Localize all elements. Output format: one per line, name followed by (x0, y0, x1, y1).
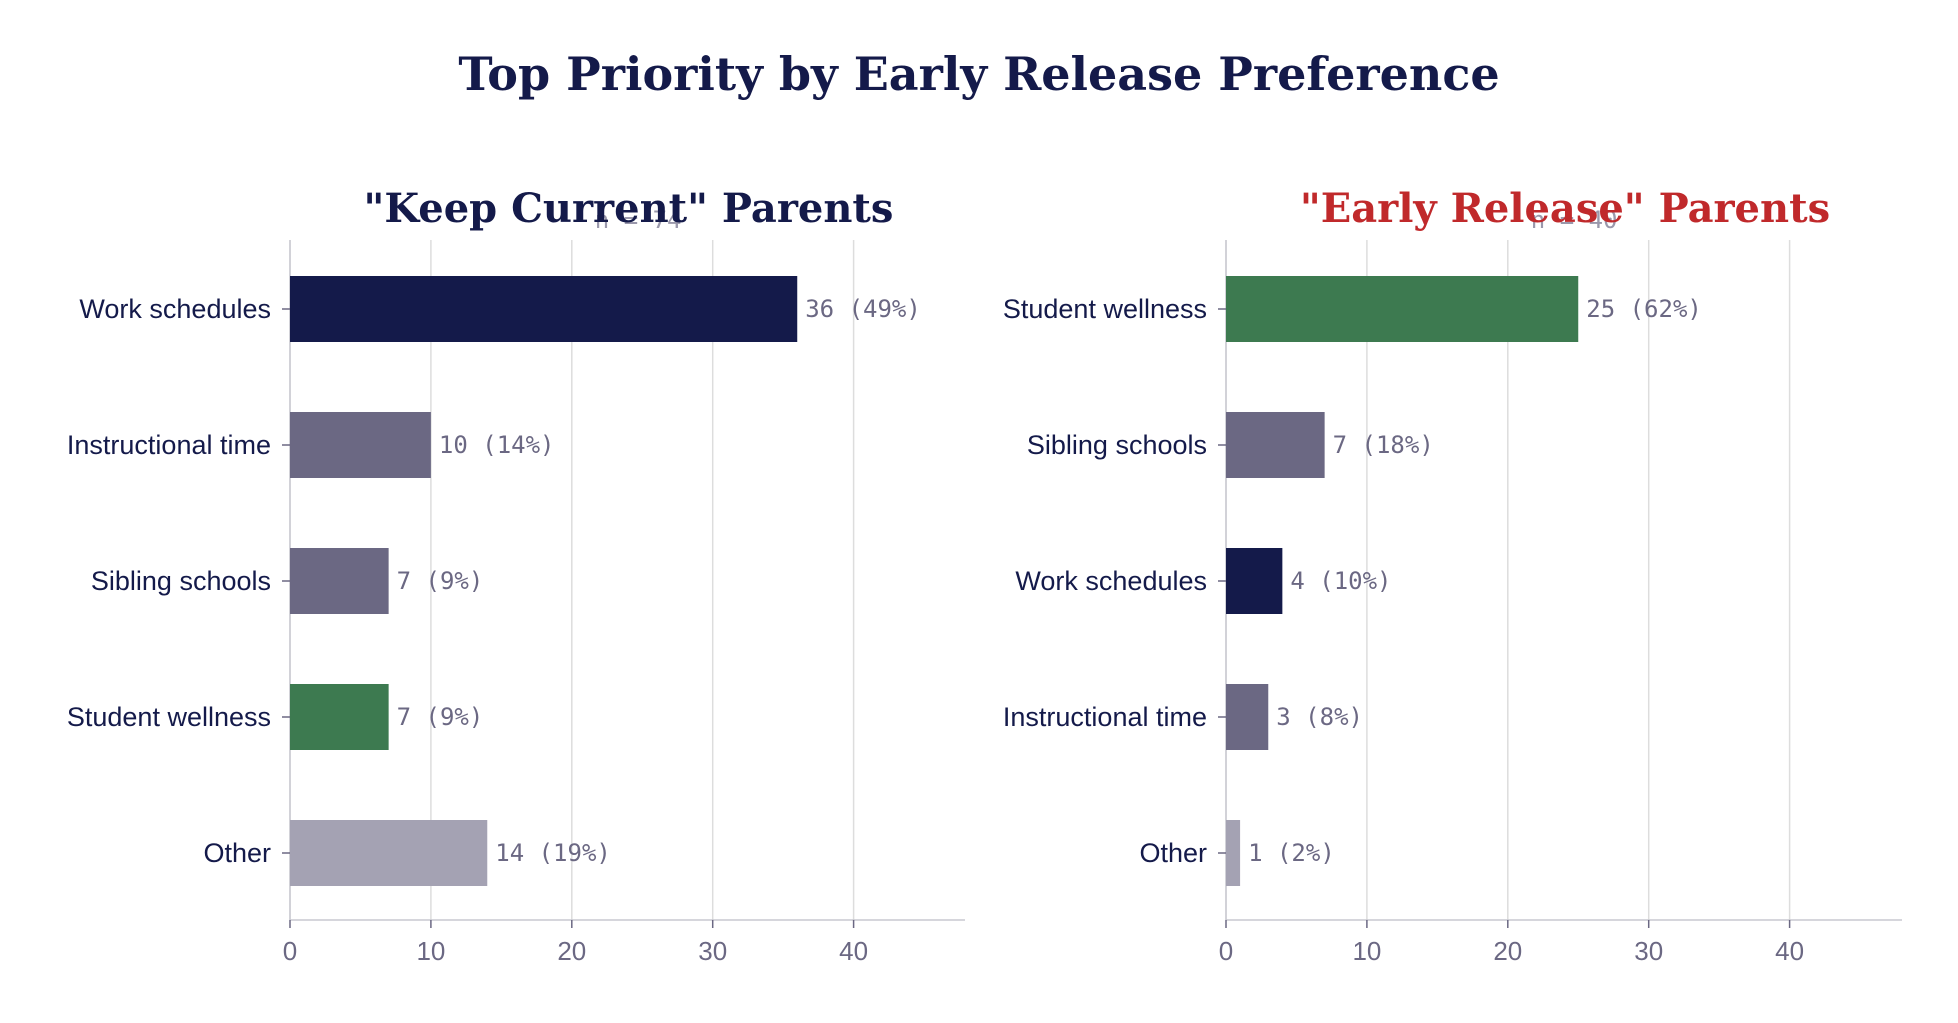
x-tick-label: 40 (839, 936, 868, 966)
x-tick-label: 40 (1775, 936, 1804, 966)
category-label: Sibling schools (91, 566, 271, 596)
value-label: 25 (62%) (1586, 295, 1702, 323)
value-label: 14 (19%) (495, 839, 611, 867)
value-label: 7 (9%) (397, 567, 484, 595)
x-tick-label: 20 (557, 936, 586, 966)
bar (290, 412, 431, 478)
value-label: 4 (10%) (1290, 567, 1391, 595)
bar (290, 820, 488, 886)
figure-title: Top Priority by Early Release Preference (458, 47, 1499, 101)
category-label: Work schedules (1015, 566, 1207, 596)
category-label: Student wellness (1003, 294, 1207, 324)
bar (290, 276, 798, 342)
panel-title: "Keep Current" Parents (364, 185, 894, 232)
value-label: 3 (8%) (1276, 703, 1363, 731)
sample-size-label: n = 40 (1531, 206, 1618, 234)
bar (290, 684, 389, 750)
x-tick-label: 10 (416, 936, 445, 966)
category-label: Other (203, 838, 271, 868)
x-tick-label: 0 (283, 936, 297, 966)
x-tick-label: 10 (1352, 936, 1381, 966)
x-tick-label: 30 (698, 936, 727, 966)
category-label: Student wellness (67, 702, 271, 732)
x-tick-label: 30 (1634, 936, 1663, 966)
category-label: Instructional time (67, 430, 271, 460)
bar (290, 548, 389, 614)
value-label: 1 (2%) (1248, 839, 1335, 867)
bar (1226, 684, 1269, 750)
bar (1226, 276, 1579, 342)
panel-early-release: n = 40"Early Release" Parents Student wel… (1003, 185, 1902, 966)
panel-title: "Early Release" Parents (1300, 185, 1830, 232)
value-label: 10 (14%) (439, 431, 555, 459)
bar (1226, 548, 1283, 614)
sample-size-label: n = 74 (595, 206, 682, 234)
bar (1226, 412, 1325, 478)
x-tick-label: 0 (1219, 936, 1233, 966)
category-label: Other (1139, 838, 1207, 868)
value-label: 36 (49%) (805, 295, 921, 323)
x-tick-label: 20 (1493, 936, 1522, 966)
category-label: Instructional time (1003, 702, 1207, 732)
category-label: Sibling schools (1027, 430, 1207, 460)
category-label: Work schedules (79, 294, 271, 324)
bar (1226, 820, 1241, 886)
value-label: 7 (9%) (397, 703, 484, 731)
value-label: 7 (18%) (1333, 431, 1434, 459)
panel-keep-current: n = 74"Keep Current" Parents Work schedul… (67, 185, 965, 966)
